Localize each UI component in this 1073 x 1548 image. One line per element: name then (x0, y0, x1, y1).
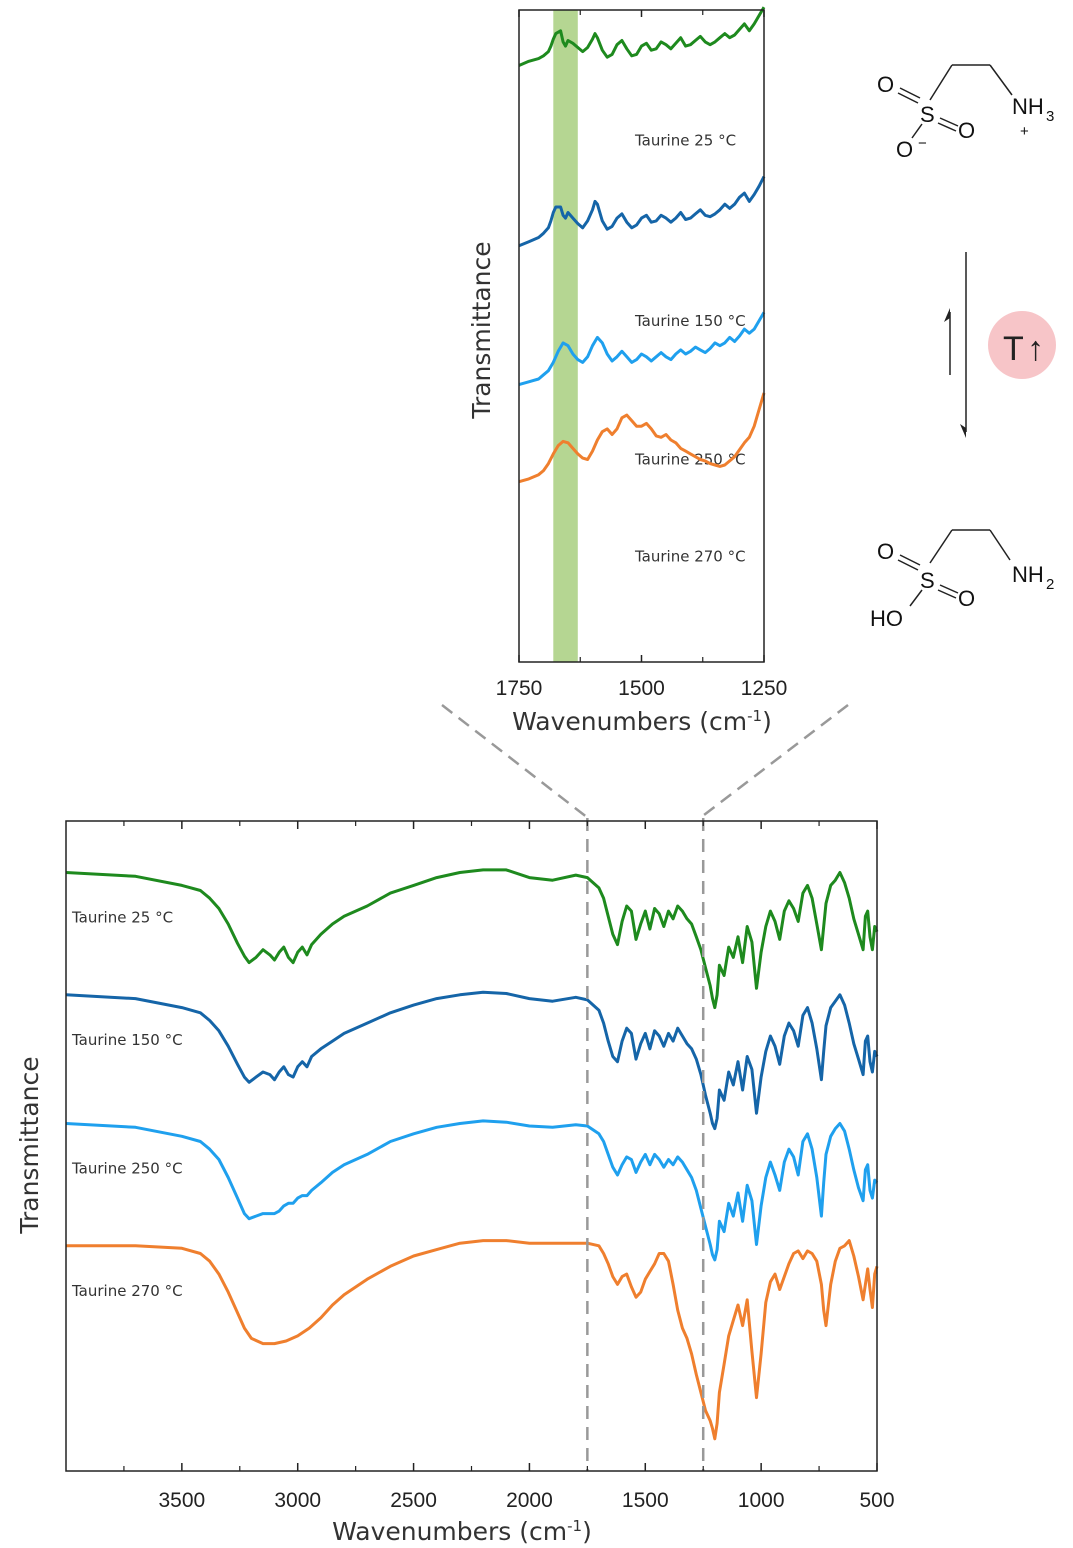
temperature-badge (988, 311, 1056, 379)
zoom-connector-right (699, 704, 849, 819)
x-tick-label: 3000 (274, 1489, 321, 1512)
bond (899, 554, 921, 566)
bond (939, 584, 959, 594)
x-tick-label: 3500 (158, 1489, 205, 1512)
series-label-2: Taurine 150 °C (634, 312, 746, 330)
x-tick-label: 1500 (618, 677, 665, 700)
x-tick-label: 1500 (622, 1489, 669, 1512)
amine-subscript: 3 (1046, 108, 1054, 125)
inset-series-group: Taurine 25 °C Taurine 150 °C Taurine 250 °… (518, 6, 766, 566)
inset-plot: Taurine 25 °C Taurine 150 °C Taurine 250 °… (467, 6, 788, 736)
x-tick-label: 2000 (506, 1489, 553, 1512)
bond (911, 123, 923, 139)
series-line-3 (65, 1119, 879, 1262)
main-y-axis-title: Transmittance (15, 1056, 44, 1234)
atom-o-minus: O (896, 137, 913, 162)
x-tick-label: 1000 (738, 1489, 785, 1512)
bond (897, 559, 919, 571)
series-label-1: Taurine 25 °C (634, 131, 736, 149)
atom-o: O (877, 539, 894, 564)
bond (929, 64, 953, 101)
series-label-3: Taurine 250 °C (71, 1159, 183, 1177)
hydroxyl-ho: HO (870, 606, 903, 631)
series-line-4 (66, 1239, 879, 1441)
atom-s: S (920, 568, 935, 593)
series-line-3 (518, 311, 766, 387)
main-plot: Taurine 25 °C Taurine 150 °C Taurine 250 °… (15, 818, 895, 1546)
main-series-group: Taurine 25 °C Taurine 150 °C Taurine 250 °… (65, 868, 879, 1441)
x-tick-label: 500 (859, 1489, 894, 1512)
bond (989, 64, 1013, 96)
atom-o: O (877, 72, 894, 97)
bond (937, 122, 957, 132)
series-line-2 (518, 175, 766, 248)
atom-o: O (958, 118, 975, 143)
bond (897, 92, 919, 104)
bond (989, 529, 1011, 561)
arrow-up-head (944, 308, 950, 322)
taurine-neutral-structure: O S O HO NH 2 (870, 529, 1054, 631)
x-tick-label: 1750 (496, 677, 543, 700)
amine-nh: NH (1012, 562, 1044, 587)
inset-y-axis-title: Transmittance (467, 241, 496, 419)
main-x-ticks: 3500 3000 2500 2000 1500 1000 500 (123, 821, 895, 1512)
inset-x-axis-title: Wavenumbers (cm-1) (512, 707, 772, 736)
x-tick-label: 2500 (390, 1489, 437, 1512)
series-line-4 (518, 392, 766, 484)
series-line-2 (65, 990, 879, 1131)
series-label-1: Taurine 25 °C (71, 908, 173, 926)
amine-subscript: 2 (1046, 576, 1054, 593)
series-line-1 (518, 6, 766, 67)
series-line-1 (65, 868, 879, 1010)
amine-nh: NH (1012, 94, 1044, 119)
series-label-2: Taurine 150 °C (71, 1031, 183, 1049)
atom-s: S (920, 102, 935, 127)
bond (899, 87, 921, 99)
highlight-band (553, 10, 578, 662)
inset-x-ticks: 1750 1500 1250 (496, 10, 788, 700)
series-label-4: Taurine 270 °C (71, 1282, 183, 1300)
atom-o: O (958, 586, 975, 611)
series-label-3: Taurine 250 °C (634, 451, 746, 469)
temperature-up-arrow: ↑ (1027, 330, 1044, 368)
equilibrium-arrows: T ↑ (944, 252, 1056, 438)
main-zoom-lines (586, 818, 705, 1471)
bond (939, 117, 959, 127)
zoom-connector-left (441, 704, 589, 819)
arrow-down-head (960, 424, 966, 438)
bond (909, 589, 923, 607)
taurine-zwitterion-structure: O S O O − NH 3 + (877, 64, 1054, 162)
x-tick-label: 1250 (741, 677, 788, 700)
bond (937, 589, 957, 599)
temperature-symbol: T (1003, 330, 1024, 368)
charge-plus: + (1020, 123, 1029, 140)
charge-minus: − (918, 135, 927, 152)
series-label-4: Taurine 270 °C (634, 548, 746, 566)
main-x-axis-title: Wavenumbers (cm-1) (332, 1517, 592, 1546)
bond (929, 529, 953, 564)
